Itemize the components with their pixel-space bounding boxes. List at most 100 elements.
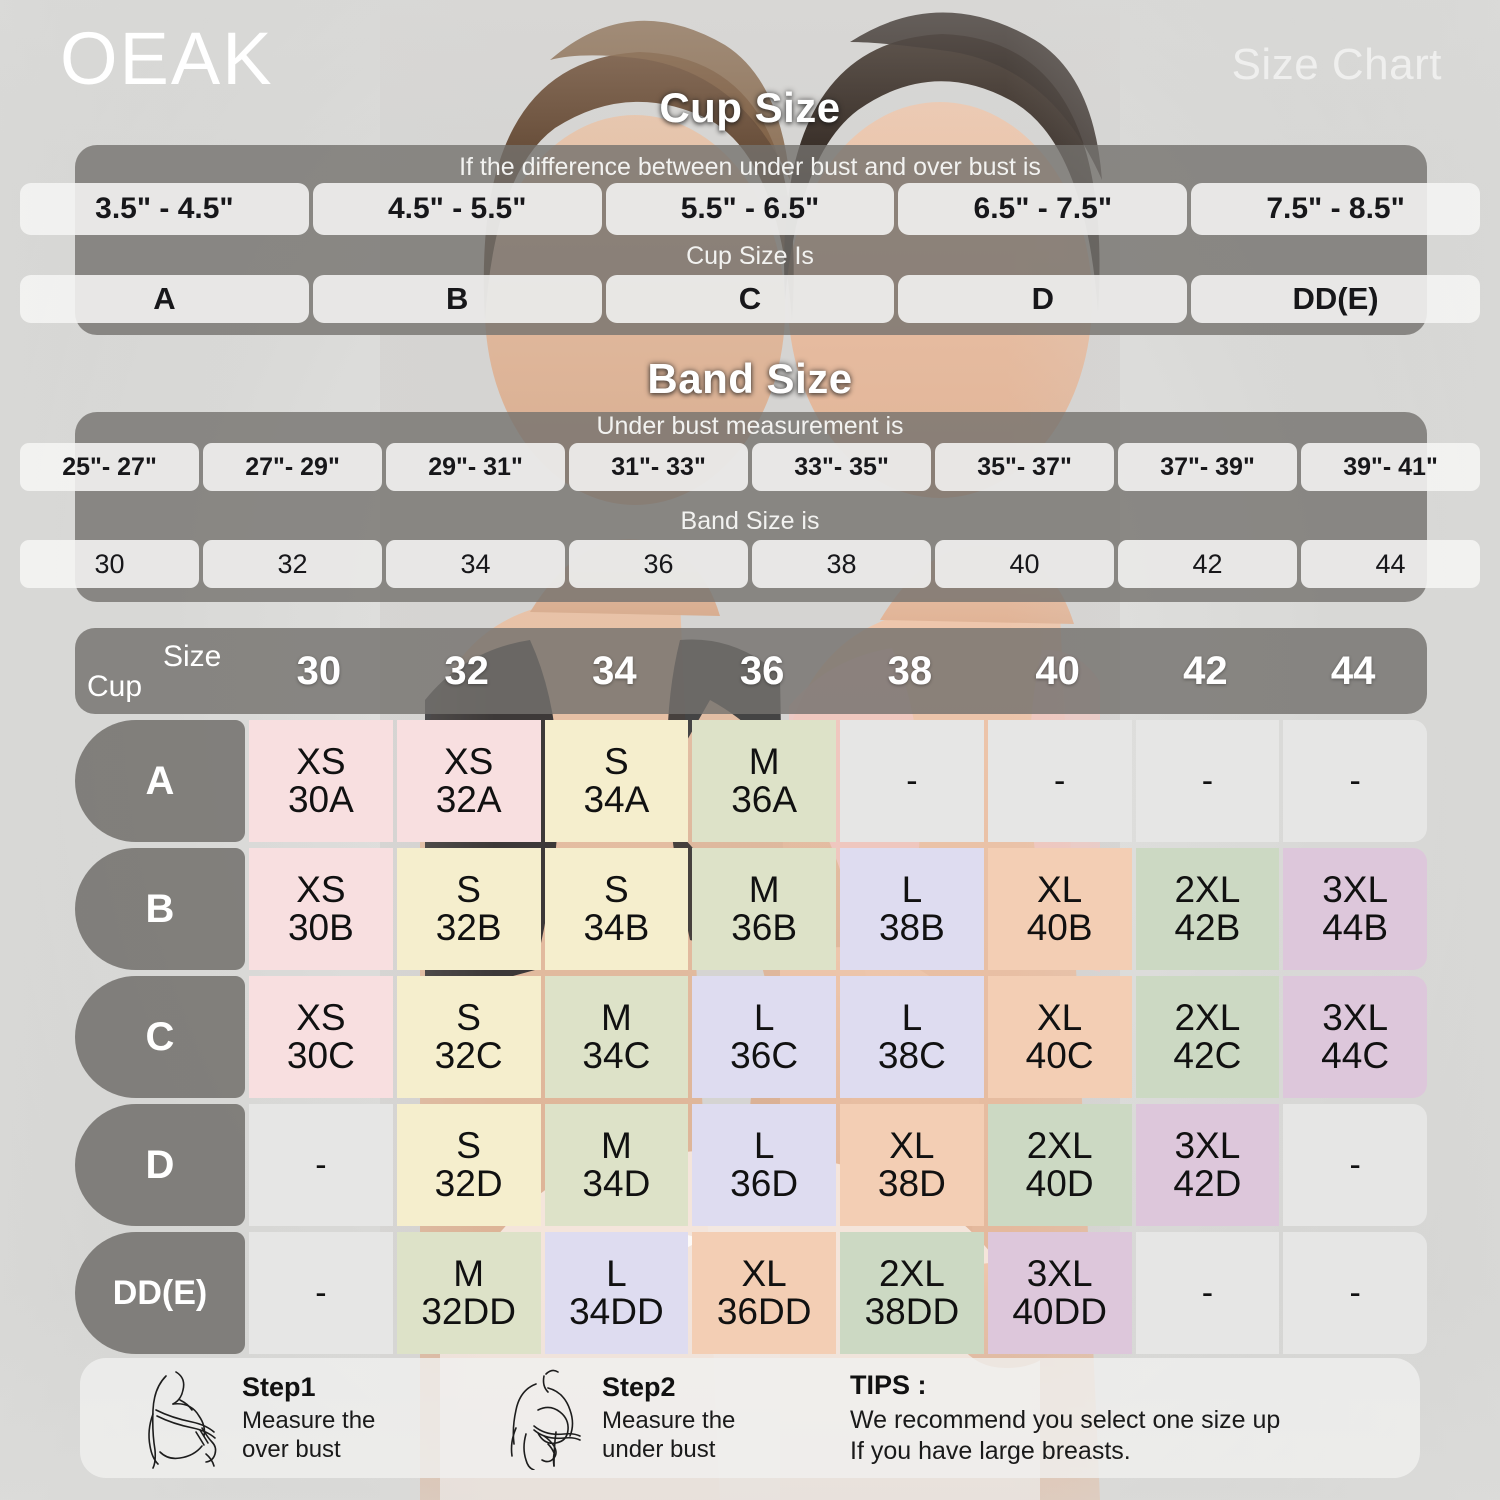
cell-size-label: XL bbox=[1036, 869, 1083, 911]
matrix-corner-cup-label: Cup bbox=[87, 670, 143, 703]
cell-band-label: 42B bbox=[1174, 907, 1241, 948]
cell-band-label: 30C bbox=[286, 1035, 355, 1076]
size-matrix: Size Cup 30 32 34 36 38 40 42 44 A XS 30A XS 32A S 34… bbox=[75, 628, 1427, 1354]
matrix-cup-label-D: D bbox=[75, 1104, 245, 1226]
cell-band-label: 32A bbox=[435, 779, 502, 820]
tips-title: TIPS : bbox=[850, 1370, 927, 1400]
matrix-cell-36B: M 36B bbox=[692, 848, 836, 970]
cup-range-row: 3.5" - 4.5" 4.5" - 5.5" 5.5" - 6.5" 6.5" - … bbox=[20, 183, 1480, 235]
matrix-cell-40A: - bbox=[987, 720, 1132, 842]
cell-size-label: S bbox=[456, 1125, 481, 1167]
matrix-row-DD(E): DD(E) - M 32DD L 34DD XL 36DD 2XL 38DD 3XL 40DD - - bbox=[75, 1232, 1427, 1354]
matrix-cell-40B: XL 40B bbox=[987, 848, 1132, 970]
cell-band-label: 40B bbox=[1026, 907, 1093, 948]
matrix-cell-36DD(E): XL 36DD bbox=[692, 1232, 836, 1354]
cup-value-cell-3: D bbox=[898, 275, 1188, 323]
matrix-band-header-44: 44 bbox=[1330, 648, 1376, 693]
cell-band-label: 38B bbox=[878, 907, 945, 948]
matrix-cell-44DD(E): - bbox=[1283, 1232, 1427, 1354]
cell-band-label: 30B bbox=[287, 907, 354, 948]
cell-size-label: M bbox=[748, 741, 780, 783]
cell-size-label: L bbox=[606, 1253, 627, 1295]
matrix-cell-38DD(E): 2XL 38DD bbox=[840, 1232, 984, 1354]
band-range-cell-7: 39"- 41" bbox=[1301, 443, 1480, 491]
cell-band-label: 34D bbox=[582, 1163, 651, 1204]
under-bust-measure-icon bbox=[496, 1366, 588, 1470]
cell-size-label: 3XL bbox=[1174, 1125, 1241, 1167]
cell-band-label: 34C bbox=[582, 1035, 651, 1076]
cup-range-cell-4: 7.5" - 8.5" bbox=[1191, 183, 1480, 235]
cell-band-label: 44B bbox=[1322, 907, 1389, 948]
cell-size-label: 2XL bbox=[1174, 997, 1241, 1039]
matrix-cell-30C: XS 30C bbox=[249, 976, 393, 1098]
cup-size-prompt: If the difference between under bust and… bbox=[459, 153, 1041, 181]
cup-value-cell-4: DD(E) bbox=[1191, 275, 1480, 323]
band-value-cell-4: 38 bbox=[752, 540, 931, 588]
band-range-row: 25"- 27" 27"- 29" 29"- 31" 31"- 33" 33"- 35"… bbox=[20, 443, 1480, 491]
cell-band-label: 32D bbox=[434, 1163, 503, 1204]
cell-size-label: 3XL bbox=[1322, 997, 1389, 1039]
cell-size-label: 3XL bbox=[1322, 869, 1389, 911]
matrix-cup-label-A: A bbox=[75, 720, 245, 842]
cell-size-label: M bbox=[748, 869, 780, 911]
matrix-cell-44B: 3XL 44B bbox=[1283, 848, 1427, 970]
band-range-cell-5: 35"- 37" bbox=[935, 443, 1114, 491]
cell-size-label: L bbox=[753, 997, 775, 1039]
band-value-cell-1: 32 bbox=[203, 540, 382, 588]
matrix-band-header-40: 40 bbox=[1035, 648, 1080, 693]
matrix-row-D: D - S 32D M 34D L 36D XL 38D 2XL 40D 3XL 42D - bbox=[75, 1104, 1427, 1226]
cell-size-label: S bbox=[456, 997, 481, 1039]
tips-block: TIPS : We recommend you select one size … bbox=[850, 1370, 1280, 1466]
cup-size-heading: Cup Size bbox=[659, 84, 841, 131]
cell-band-label: 36DD bbox=[716, 1291, 812, 1332]
cup-value-cell-2: C bbox=[605, 275, 895, 323]
cell-size-label: XS bbox=[296, 741, 346, 783]
matrix-cell-42D: 3XL 42D bbox=[1135, 1104, 1280, 1226]
brand-logo: OEAK bbox=[60, 22, 274, 96]
band-range-cell-2: 29"- 31" bbox=[386, 443, 565, 491]
band-size-heading: Band Size bbox=[647, 355, 853, 402]
matrix-cell-36D: L 36D bbox=[692, 1104, 836, 1226]
matrix-band-header-42: 42 bbox=[1183, 648, 1228, 693]
matrix-cell-42C: 2XL 42C bbox=[1135, 976, 1280, 1098]
cell-band-label: 36A bbox=[731, 779, 798, 820]
matrix-cell-30B: XS 30B bbox=[249, 848, 393, 970]
matrix-cell-32B: S 32B bbox=[396, 848, 541, 970]
matrix-row-B: B XS 30B S 32B S 34B M 36B L 38B XL 40B 2XL 42B 3XL 44B bbox=[75, 848, 1427, 970]
band-range-cell-4: 33"- 35" bbox=[752, 443, 931, 491]
matrix-cell-38D: XL 38D bbox=[840, 1104, 984, 1226]
matrix-cell-44C: 3XL 44C bbox=[1283, 976, 1427, 1098]
matrix-cell-34DD(E): L 34DD bbox=[544, 1232, 689, 1354]
cell-size-label: L bbox=[901, 997, 923, 1039]
cup-range-cell-1: 4.5" - 5.5" bbox=[312, 183, 602, 235]
matrix-cell-38A: - bbox=[840, 720, 984, 842]
matrix-cell-40D: 2XL 40D bbox=[987, 1104, 1132, 1226]
matrix-cell-42B: 2XL 42B bbox=[1135, 848, 1280, 970]
cell-band-label: 40DD bbox=[1012, 1291, 1107, 1332]
brand-logo-text: OEAK bbox=[60, 17, 274, 100]
step-2-line2: under bust bbox=[602, 1435, 716, 1463]
cell-size-label: S bbox=[456, 869, 481, 911]
cup-value-cell-0: A bbox=[20, 275, 309, 323]
step-2: Step2 Measure the under bust bbox=[496, 1366, 816, 1470]
step-2-line1: Measure the bbox=[602, 1407, 736, 1435]
cell-band-label: 42D bbox=[1173, 1163, 1242, 1204]
matrix-cell-32D: S 32D bbox=[396, 1104, 541, 1226]
cell-size-label: XS bbox=[296, 997, 346, 1039]
matrix-cell-30A: XS 30A bbox=[249, 720, 393, 842]
matrix-band-header-30: 30 bbox=[296, 648, 342, 693]
matrix-cell-40DD(E): 3XL 40DD bbox=[987, 1232, 1132, 1354]
cell-band-label: 44C bbox=[1321, 1035, 1390, 1076]
matrix-corner-label: Size Cup bbox=[75, 628, 245, 714]
matrix-band-header-32: 32 bbox=[444, 648, 489, 693]
matrix-cell-42A: - bbox=[1135, 720, 1280, 842]
band-value-row: 30 32 34 36 38 40 42 44 bbox=[20, 540, 1480, 588]
cell-size-label: S bbox=[604, 741, 629, 783]
cup-value-cell-1: B bbox=[312, 275, 602, 323]
cell-size-label: 2XL bbox=[878, 1253, 945, 1295]
cell-band-label: 40D bbox=[1025, 1163, 1094, 1204]
matrix-cell-34C: M 34C bbox=[544, 976, 689, 1098]
cell-size-label: 2XL bbox=[1174, 869, 1241, 911]
band-value-cell-5: 40 bbox=[935, 540, 1114, 588]
cell-size-label: S bbox=[604, 869, 629, 911]
